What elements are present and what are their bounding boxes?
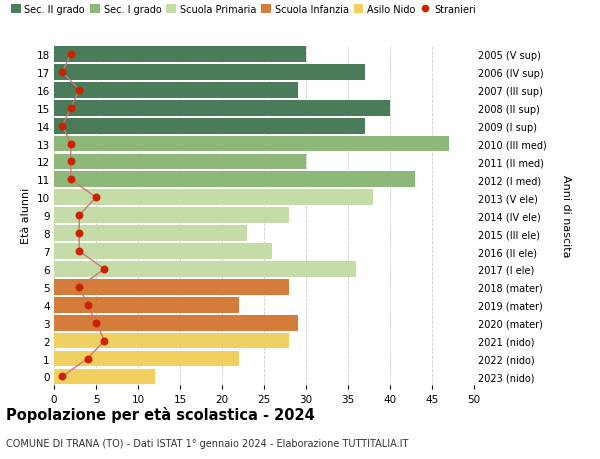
Point [74,87,84,94]
Text: Popolazione per età scolastica - 2024: Popolazione per età scolastica - 2024 [6,406,315,422]
Bar [54,369,155,385]
Point [74,248,84,255]
Point [83,302,92,309]
Point [91,194,101,202]
Bar [54,262,356,277]
Point [74,284,84,291]
Legend: Sec. II grado, Sec. I grado, Scuola Primaria, Scuola Infanzia, Asilo Nido, Stran: Sec. II grado, Sec. I grado, Scuola Prim… [11,5,476,15]
Point [91,319,101,327]
Point [58,69,67,76]
Point [66,51,76,58]
Bar [54,101,390,116]
Point [100,337,109,345]
Bar [54,190,373,206]
Text: COMUNE DI TRANA (TO) - Dati ISTAT 1° gennaio 2024 - Elaborazione TUTTITALIA.IT: COMUNE DI TRANA (TO) - Dati ISTAT 1° gen… [6,438,409,448]
Bar [54,208,289,224]
Bar [54,315,298,331]
Bar [54,351,239,367]
Point [66,176,76,184]
Point [74,212,84,219]
Point [83,355,92,363]
Bar [54,333,289,349]
Point [100,266,109,273]
Y-axis label: Età alunni: Età alunni [21,188,31,244]
Bar [54,280,289,295]
Bar [54,47,306,63]
Bar [54,154,306,170]
Bar [54,83,298,99]
Point [66,158,76,166]
Point [58,373,67,381]
Bar [54,244,272,259]
Bar [54,172,415,188]
Point [66,105,76,112]
Bar [54,65,365,81]
Point [58,123,67,130]
Bar [54,136,449,152]
Point [74,230,84,237]
Bar [54,297,239,313]
Point [66,140,76,148]
Bar [54,226,247,241]
Y-axis label: Anni di nascita: Anni di nascita [561,174,571,257]
Bar [54,118,365,134]
